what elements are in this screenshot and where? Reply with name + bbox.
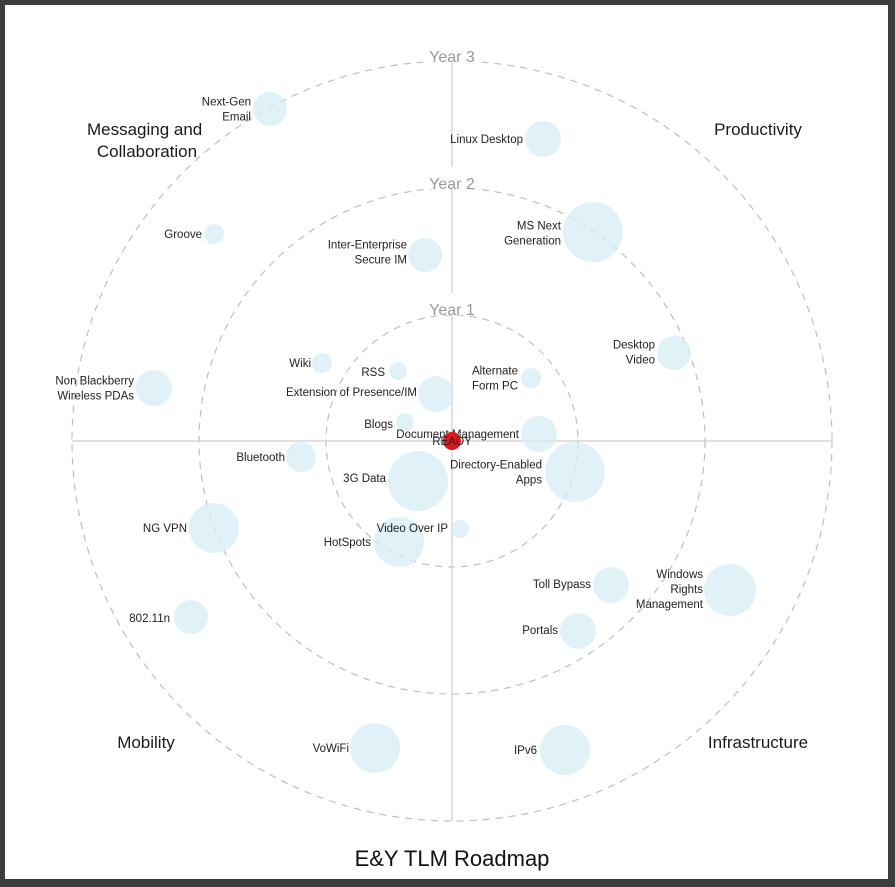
item-bubble xyxy=(374,517,424,567)
item-label-line: Rights xyxy=(670,584,703,596)
item-label: Next-Gen Email xyxy=(202,97,251,124)
item-bubble xyxy=(521,416,557,452)
item-label: Groove xyxy=(164,229,202,241)
item-bubble xyxy=(174,600,208,634)
item-label-line: Wireless PDAs xyxy=(57,391,134,403)
label-layer: Next-Gen Email Linux Desktop Groove Inter-En… xyxy=(55,97,703,758)
item-label-line: Form PC xyxy=(472,381,518,393)
item-label: 3G Data xyxy=(343,473,386,485)
item-bubble xyxy=(704,564,756,616)
roadmap-radar: Year 1 Year 2 Year 3 Messaging and Colla… xyxy=(55,41,833,871)
item-bubble xyxy=(545,442,605,502)
item-label: Wiki xyxy=(289,358,311,370)
ready-marker xyxy=(443,432,461,450)
item-label-line: IPv6 xyxy=(514,745,537,757)
item-label: IPv6 xyxy=(514,745,537,757)
item-label-line: Groove xyxy=(164,229,202,241)
ready-label: READY xyxy=(432,436,472,448)
item-label: Linux Desktop xyxy=(450,134,523,146)
item-label-line: Apps xyxy=(516,475,542,487)
item-label: Inter-Enterprise Secure IM xyxy=(328,240,407,267)
item-label-line: Portals xyxy=(522,625,558,637)
item-label-line: Management xyxy=(636,599,704,611)
item-label: 802.11n xyxy=(129,613,170,625)
item-bubble xyxy=(312,353,332,373)
item-label-line: RSS xyxy=(361,367,385,379)
item-label: VoWiFi xyxy=(313,743,349,755)
item-label-line: Desktop xyxy=(613,340,655,352)
bubble-layer xyxy=(136,92,756,775)
item-label-line: HotSpots xyxy=(324,537,372,549)
item-bubble xyxy=(540,725,590,775)
item-label-line: VoWiFi xyxy=(313,743,349,755)
quadrant-productivity: Productivity xyxy=(714,120,802,139)
item-bubble xyxy=(396,413,414,431)
item-label-line: Blogs xyxy=(364,419,393,431)
item-bubble xyxy=(593,567,629,603)
item-label: Video Over IP xyxy=(377,523,449,535)
item-label-line: 3G Data xyxy=(343,473,386,485)
item-label: Desktop Video xyxy=(613,340,655,367)
roadmap-title: E&Y TLM Roadmap xyxy=(355,846,550,871)
item-label: RSS xyxy=(361,367,385,379)
item-label-line: Linux Desktop xyxy=(450,134,523,146)
item-bubble xyxy=(418,376,454,412)
item-label: NG VPN xyxy=(143,523,187,535)
ring-label-year-3: Year 3 xyxy=(429,49,475,66)
item-label-line: Secure IM xyxy=(355,255,407,267)
roadmap-canvas: Year 1 Year 2 Year 3 Messaging and Colla… xyxy=(5,5,888,879)
item-label-line: Next-Gen xyxy=(202,97,251,109)
item-bubble xyxy=(204,224,224,244)
item-bubble xyxy=(136,370,172,406)
item-bubble xyxy=(389,362,407,380)
item-label-line: Bluetooth xyxy=(236,452,285,464)
item-label-line: Directory-Enabled xyxy=(450,460,542,472)
item-label-line: Extension of Presence/IM xyxy=(286,387,417,399)
item-label-line: Generation xyxy=(504,236,561,248)
item-label-line: NG VPN xyxy=(143,523,187,535)
item-label: Directory-Enabled Apps xyxy=(450,460,542,487)
item-bubble xyxy=(560,613,596,649)
quadrant-label-line: Collaboration xyxy=(97,142,197,161)
item-label: HotSpots xyxy=(324,537,372,549)
item-label-line: Alternate xyxy=(472,366,518,378)
item-label-line: Inter-Enterprise xyxy=(328,240,407,252)
item-label-line: Non Blackberry xyxy=(55,376,134,388)
item-bubble xyxy=(521,368,541,388)
item-label: Alternate Form PC xyxy=(472,366,518,393)
item-label: Toll Bypass xyxy=(533,579,591,591)
quadrant-messaging-and-collaboration: Messaging and Collaboration xyxy=(87,120,207,161)
item-label-line: Email xyxy=(222,112,251,124)
item-bubble xyxy=(563,202,623,262)
item-label-line: Video xyxy=(626,355,655,367)
item-bubble xyxy=(253,92,287,126)
item-label: Bluetooth xyxy=(236,452,285,464)
item-label: MS Next Generation xyxy=(504,221,562,248)
item-label: Non Blackberry Wireless PDAs xyxy=(55,376,134,403)
ring-labels: Year 1 Year 2 Year 3 xyxy=(425,41,479,319)
item-bubble xyxy=(525,121,561,157)
item-label: Portals xyxy=(522,625,558,637)
item-label-line: Toll Bypass xyxy=(533,579,591,591)
item-label-line: Windows xyxy=(656,569,703,581)
item-label: Extension of Presence/IM xyxy=(286,387,417,399)
quadrant-label-line: Messaging and xyxy=(87,120,202,139)
item-label: Windows Rights Management xyxy=(636,569,704,611)
item-bubble xyxy=(286,442,316,472)
item-label-line: Wiki xyxy=(289,358,311,370)
quadrant-infrastructure: Infrastructure xyxy=(708,733,808,752)
item-label-line: 802.11n xyxy=(129,613,170,625)
item-bubble xyxy=(388,451,448,511)
quadrant-mobility: Mobility xyxy=(117,733,175,752)
item-label-line: MS Next xyxy=(517,221,562,233)
item-bubble xyxy=(189,503,239,553)
item-label-line: Video Over IP xyxy=(377,523,449,535)
ring-label-year-1: Year 1 xyxy=(429,302,475,319)
item-bubble xyxy=(451,520,469,538)
item-bubble xyxy=(657,336,691,370)
item-label: Blogs xyxy=(364,419,393,431)
item-bubble xyxy=(350,723,400,773)
ring-label-year-2: Year 2 xyxy=(429,176,475,193)
item-bubble xyxy=(408,238,442,272)
